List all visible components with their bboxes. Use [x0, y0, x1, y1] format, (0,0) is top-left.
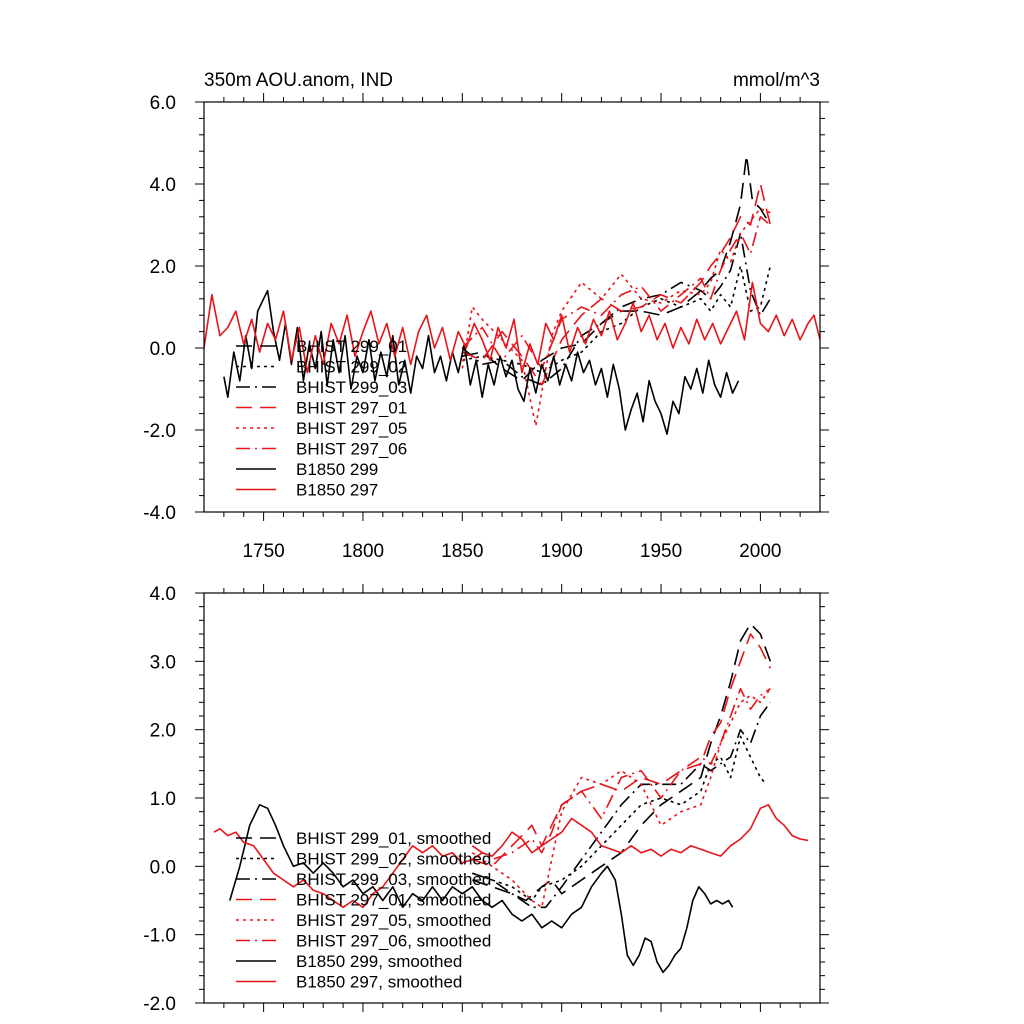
y-tick-label: 4.0: [150, 175, 176, 196]
y-tick-label: 4.0: [150, 584, 176, 605]
series-line-5: [461, 207, 771, 427]
series-line-5: [471, 688, 771, 909]
legend-label: BHIST 297_06: [296, 440, 407, 459]
y-tick-label: 1.0: [150, 789, 176, 810]
legend-label: BHIST 299_01, smoothed: [296, 829, 491, 848]
units-label: mmol/m^3: [733, 70, 820, 91]
series-line-8: [213, 803, 809, 909]
y-tick-label: 2.0: [150, 257, 176, 278]
chart-title: 350m AOU.anom, IND: [204, 70, 393, 91]
x-tick-label: 1850: [441, 541, 483, 562]
series-line-7: [229, 803, 734, 974]
series-line-1: [462, 154, 771, 382]
y-tick-label: -2.0: [143, 994, 176, 1015]
y-tick-label: 2.0: [150, 721, 176, 742]
legend-label: BHIST 297_06, smoothed: [296, 932, 491, 951]
legend-label: B1850 297, smoothed: [296, 973, 462, 992]
y-tick-label: -2.0: [143, 421, 176, 442]
y-tick-label: 6.0: [150, 93, 176, 114]
legend-label: BHIST 299_02, smoothed: [296, 850, 491, 869]
y-tick-label: 0.0: [150, 339, 176, 360]
series-line-6: [471, 687, 771, 861]
series-line-4: [461, 183, 772, 386]
series-line-4: [472, 633, 772, 868]
legend-label: B1850 297: [296, 481, 378, 500]
series-line-8: [204, 281, 820, 374]
x-tick-label: 1900: [541, 541, 583, 562]
legend-label: BHIST 297_01: [296, 399, 407, 418]
series-line-2: [462, 265, 772, 374]
y-tick-label: 0.0: [150, 857, 176, 878]
legend-label: BHIST 297_01, smoothed: [296, 891, 491, 910]
top-panel: 350m AOU.anom, IND mmol/m^3 1750 1800 1850…: [143, 70, 829, 562]
series-line-6: [461, 216, 771, 370]
plot-frame: [203, 101, 821, 513]
legend-label: BHIST 299_01: [296, 337, 407, 356]
series-line-7: [223, 289, 740, 435]
y-tick-label: -4.0: [143, 503, 176, 524]
legend-label: BHIST 299_03, smoothed: [296, 870, 491, 889]
series-line-2: [472, 735, 767, 902]
bottom-panel: -2.0 -1.0 0.0 1.0 2.0 3.0 4.0 BHIST 299_01, smo…: [143, 584, 829, 1015]
series-line-3: [472, 701, 771, 909]
legend-label: B1850 299, smoothed: [296, 952, 462, 971]
x-tick-label: 2000: [739, 541, 781, 562]
legend-label: BHIST 297_05, smoothed: [296, 911, 491, 930]
legend: BHIST 299_01, smoothed BHIST 299_02, smoo…: [236, 829, 491, 992]
y-tick-label: -1.0: [143, 926, 176, 947]
y-tick-label: 3.0: [150, 652, 176, 673]
x-tick-label: 1950: [640, 541, 682, 562]
series-line-3: [461, 232, 771, 386]
series-line-1: [472, 622, 772, 902]
legend-label: B1850 299: [296, 460, 378, 479]
series-lines: [204, 154, 820, 435]
legend-label: BHIST 299_03: [296, 378, 407, 397]
legend-label: BHIST 299_02: [296, 358, 407, 377]
x-tick-label: 1750: [242, 541, 284, 562]
legend-label: BHIST 297_05: [296, 419, 407, 438]
x-tick-label: 1800: [342, 541, 384, 562]
series-lines: [213, 622, 809, 974]
